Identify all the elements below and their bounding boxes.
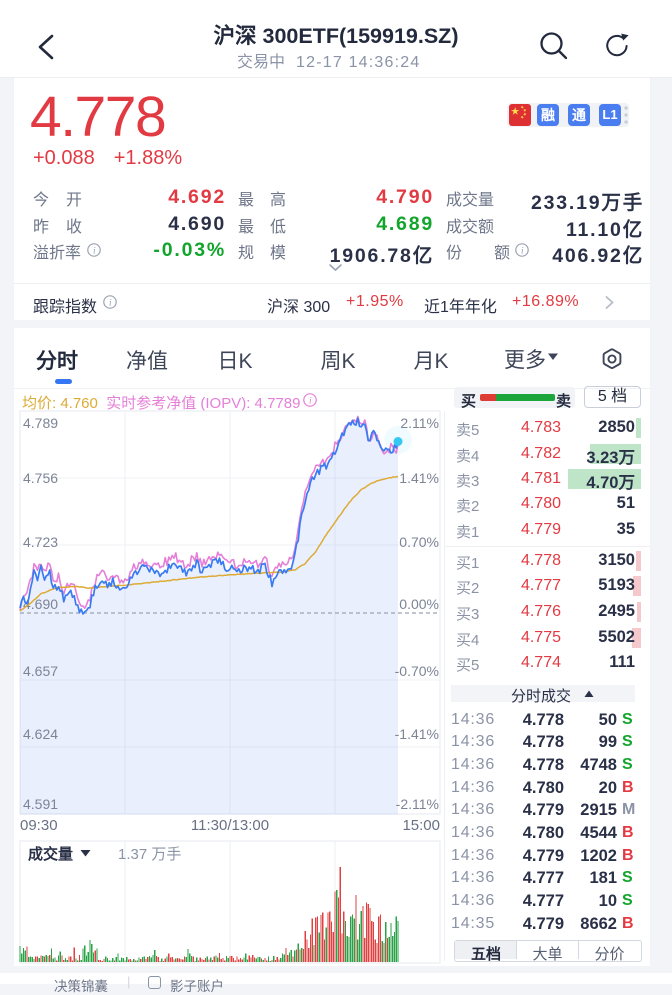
svg-text:09:30: 09:30: [20, 817, 58, 834]
svg-text:-2.11%: -2.11%: [396, 796, 439, 812]
svg-text:-1.41%: -1.41%: [395, 726, 439, 742]
svg-text:4.624: 4.624: [23, 726, 58, 742]
svg-text:2.11%: 2.11%: [400, 415, 439, 431]
svg-text:15:00: 15:00: [402, 817, 440, 834]
svg-text:4.690: 4.690: [23, 596, 58, 612]
svg-text:1.41%: 1.41%: [399, 470, 439, 486]
svg-text:11:30/13:00: 11:30/13:00: [191, 817, 269, 834]
svg-text:i: i: [93, 247, 96, 257]
svg-text:-0.70%: -0.70%: [395, 663, 439, 679]
svg-text:i: i: [109, 299, 112, 309]
svg-text:0.70%: 0.70%: [399, 534, 439, 550]
svg-text:4.723: 4.723: [23, 534, 58, 550]
svg-text:4.591: 4.591: [23, 796, 58, 812]
svg-text:i: i: [521, 247, 524, 257]
svg-text:0.00%: 0.00%: [399, 596, 439, 612]
svg-text:4.756: 4.756: [23, 470, 58, 486]
svg-text:i: i: [309, 397, 312, 407]
svg-text:4.657: 4.657: [23, 663, 58, 679]
svg-text:4.789: 4.789: [23, 415, 58, 431]
